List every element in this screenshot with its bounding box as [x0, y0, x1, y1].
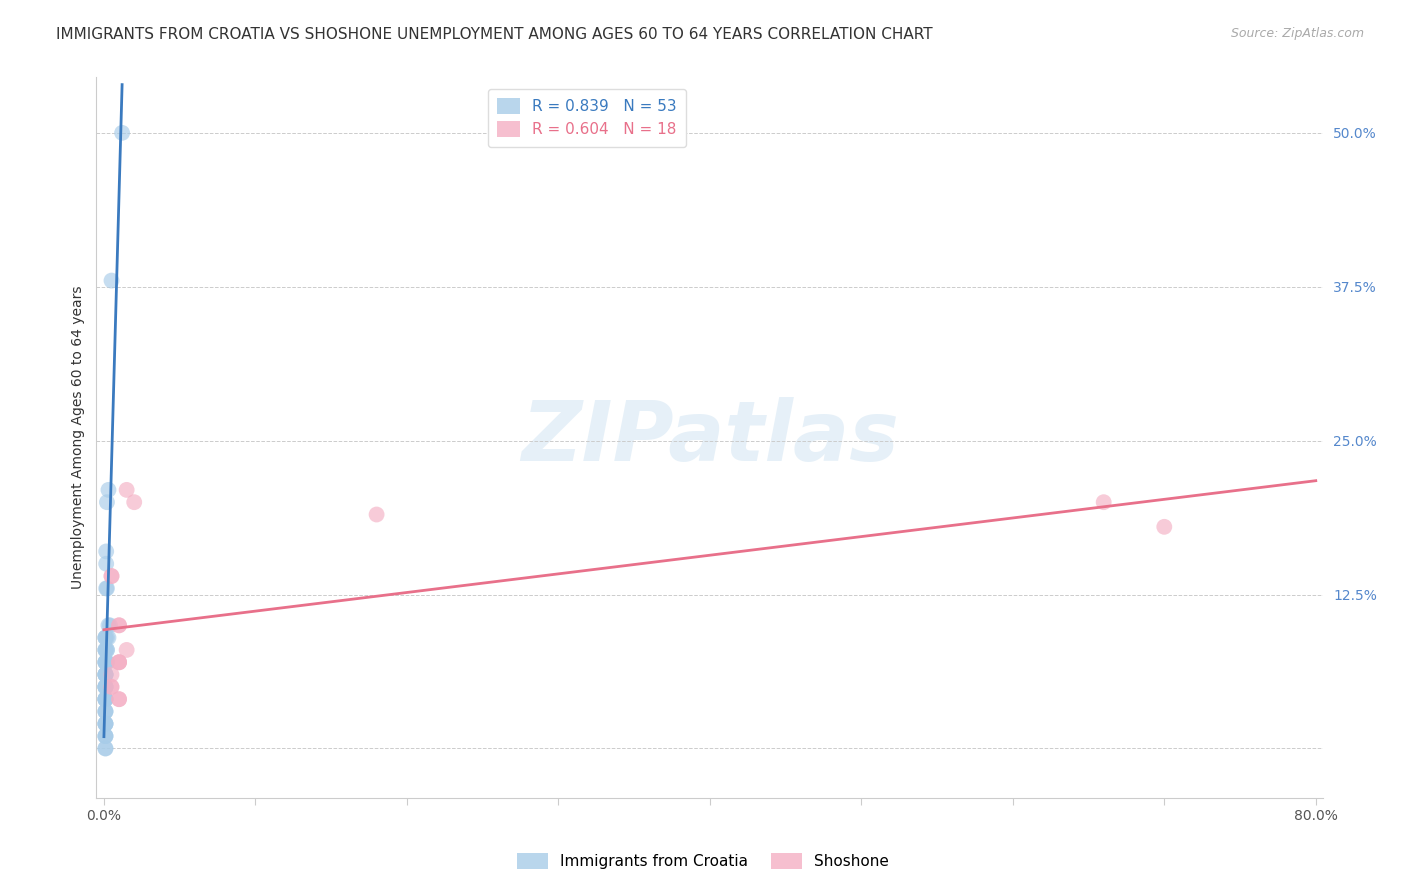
- Point: [94, 716, 117, 731]
- Point: [108, 692, 131, 706]
- Point: [122, 495, 145, 509]
- Point: [96, 643, 118, 657]
- Point: [108, 655, 131, 669]
- Point: [94, 680, 117, 694]
- Point: [115, 483, 138, 497]
- Point: [111, 126, 134, 140]
- Text: ZIPatlas: ZIPatlas: [520, 397, 898, 478]
- Point: [94, 716, 117, 731]
- Point: [94, 680, 117, 694]
- Point: [94, 716, 117, 731]
- Point: [96, 655, 118, 669]
- Point: [94, 643, 117, 657]
- Point: [94, 705, 117, 719]
- Point: [94, 680, 117, 694]
- Point: [108, 618, 131, 632]
- Point: [94, 692, 117, 706]
- Point: [94, 741, 117, 756]
- Point: [94, 667, 117, 681]
- Point: [94, 729, 117, 743]
- Point: [94, 667, 117, 681]
- Point: [98, 618, 121, 632]
- Point: [94, 643, 117, 657]
- Text: IMMIGRANTS FROM CROATIA VS SHOSHONE UNEMPLOYMENT AMONG AGES 60 TO 64 YEARS CORRE: IMMIGRANTS FROM CROATIA VS SHOSHONE UNEM…: [56, 27, 932, 42]
- Point: [94, 716, 117, 731]
- Point: [94, 705, 117, 719]
- Point: [94, 655, 117, 669]
- Point: [94, 680, 117, 694]
- Point: [94, 667, 117, 681]
- Point: [94, 692, 117, 706]
- Point: [94, 667, 117, 681]
- Point: [108, 655, 131, 669]
- Point: [94, 705, 117, 719]
- Point: [96, 582, 118, 596]
- Point: [96, 582, 118, 596]
- Point: [96, 557, 118, 571]
- Point: [1153, 520, 1175, 534]
- Point: [96, 643, 118, 657]
- Point: [100, 667, 122, 681]
- Point: [94, 729, 117, 743]
- Point: [96, 631, 118, 645]
- Point: [100, 680, 122, 694]
- Point: [1092, 495, 1115, 509]
- Point: [97, 631, 120, 645]
- Y-axis label: Unemployment Among Ages 60 to 64 years: Unemployment Among Ages 60 to 64 years: [72, 285, 86, 590]
- Point: [94, 692, 117, 706]
- Point: [96, 655, 118, 669]
- Point: [94, 729, 117, 743]
- Point: [94, 643, 117, 657]
- Point: [108, 655, 131, 669]
- Point: [108, 692, 131, 706]
- Point: [94, 655, 117, 669]
- Point: [94, 631, 117, 645]
- Point: [94, 667, 117, 681]
- Point: [97, 618, 120, 632]
- Point: [94, 655, 117, 669]
- Point: [94, 631, 117, 645]
- Point: [94, 631, 117, 645]
- Legend: R = 0.839   N = 53, R = 0.604   N = 18: R = 0.839 N = 53, R = 0.604 N = 18: [488, 88, 686, 146]
- Point: [115, 643, 138, 657]
- Point: [100, 680, 122, 694]
- Legend: Immigrants from Croatia, Shoshone: Immigrants from Croatia, Shoshone: [512, 847, 894, 875]
- Point: [94, 680, 117, 694]
- Point: [96, 544, 118, 558]
- Point: [97, 483, 120, 497]
- Point: [366, 508, 388, 522]
- Point: [100, 274, 122, 288]
- Point: [94, 692, 117, 706]
- Point: [94, 741, 117, 756]
- Point: [94, 692, 117, 706]
- Point: [100, 569, 122, 583]
- Point: [100, 569, 122, 583]
- Point: [96, 495, 118, 509]
- Point: [108, 618, 131, 632]
- Point: [94, 655, 117, 669]
- Text: Source: ZipAtlas.com: Source: ZipAtlas.com: [1230, 27, 1364, 40]
